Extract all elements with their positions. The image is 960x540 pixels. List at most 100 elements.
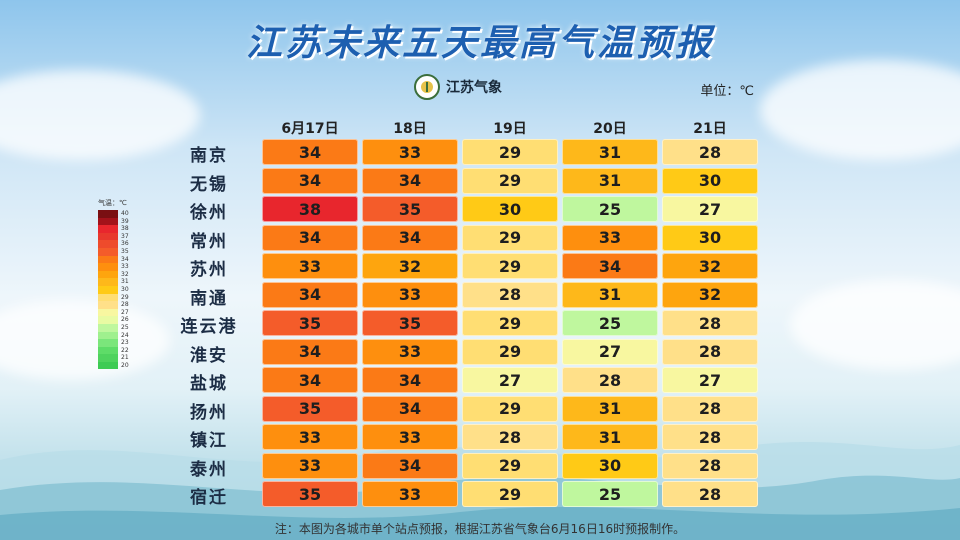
- legend-title: 气温：℃: [98, 199, 127, 207]
- temperature-cell: 34: [362, 224, 458, 251]
- city-label: 苏州: [190, 260, 228, 280]
- temperature-cell: 27: [662, 367, 758, 393]
- temperature-cell: 34: [262, 338, 358, 365]
- legend-label: 32: [121, 270, 129, 278]
- temperature-cell: 29: [462, 139, 558, 165]
- legend-item: 20: [98, 361, 129, 370]
- cloud-decoration: [0, 300, 170, 380]
- legend-item: 35: [98, 247, 129, 256]
- temperature-cell: 29: [462, 395, 558, 422]
- temperature-cell: 29: [462, 338, 558, 365]
- legend-swatch: [98, 210, 118, 218]
- legend-swatch: [98, 331, 118, 340]
- column-header: 20日: [593, 121, 627, 137]
- legend-swatch: [98, 240, 118, 248]
- page-title: 江苏未来五天最高气温预报: [245, 23, 714, 64]
- legend-item: 30: [98, 285, 129, 294]
- temperature-cell: 34: [362, 452, 458, 479]
- temperature-cell: 25: [562, 481, 658, 507]
- meteorology-logo-icon: [414, 74, 440, 100]
- column-header: 21日: [693, 121, 727, 137]
- temperature-cell: 29: [462, 167, 558, 194]
- legend-swatch: [98, 263, 118, 271]
- legend-item: 34: [98, 255, 129, 264]
- legend-item: 31: [98, 278, 129, 286]
- legend-label: 20: [121, 361, 129, 369]
- legend-item: 28: [98, 301, 129, 309]
- legend-item: 25: [98, 323, 129, 332]
- temperature-cell: 27: [562, 338, 658, 365]
- legend-item: 39: [98, 217, 129, 226]
- legend-label: 37: [121, 232, 129, 240]
- legend-label: 26: [121, 316, 129, 324]
- legend-swatch: [98, 232, 118, 241]
- temperature-cell: 32: [362, 253, 458, 279]
- temperature-cell: 28: [462, 281, 558, 308]
- temperature-cell: 28: [562, 367, 658, 393]
- logo-text: 江苏气象: [446, 80, 502, 96]
- temperature-cell: 27: [662, 196, 758, 222]
- temperature-cell: 28: [662, 395, 758, 422]
- legend-label: 35: [121, 247, 129, 255]
- legend-item: 23: [98, 339, 129, 347]
- legend-item: 37: [98, 232, 129, 241]
- temperature-cell: 33: [262, 253, 358, 279]
- legend-item: 24: [98, 331, 129, 340]
- city-label: 扬州: [190, 402, 228, 423]
- legend-swatch: [98, 247, 118, 256]
- legend-item: 22: [98, 346, 129, 355]
- temperature-cell: 33: [362, 481, 458, 507]
- legend-label: 24: [121, 331, 129, 339]
- legend-swatch: [98, 225, 118, 233]
- temperature-cell: 35: [362, 310, 458, 336]
- temperature-cell: 29: [462, 452, 558, 479]
- temperature-cell: 33: [362, 281, 458, 308]
- temperature-cell: 28: [662, 481, 758, 507]
- legend-swatch: [98, 323, 118, 332]
- temperature-cell: 30: [662, 224, 758, 251]
- city-label: 无锡: [190, 174, 228, 195]
- column-header: 6月17日: [281, 121, 339, 137]
- temperature-cell: 38: [262, 196, 358, 222]
- temperature-cell: 34: [262, 224, 358, 251]
- temperature-cell: 34: [262, 167, 358, 194]
- legend-swatch: [98, 339, 118, 347]
- column-header: 19日: [493, 121, 527, 137]
- legend-swatch: [98, 361, 118, 370]
- color-legend: 气温：℃ 40 39 38 37 36 35 34 33 32 31 30 29 28 27 26 25 24 2…: [98, 198, 129, 370]
- legend-label: 25: [121, 323, 129, 331]
- temperature-cell: 31: [562, 281, 658, 308]
- legend-item: 40: [98, 210, 129, 218]
- legend-label: 36: [121, 240, 129, 248]
- legend-swatch: [98, 293, 118, 302]
- city-label: 连云港: [180, 317, 238, 337]
- city-label: 南京: [190, 146, 228, 166]
- temperature-cell: 29: [462, 481, 558, 507]
- legend-label: 29: [121, 293, 129, 301]
- logo: 江苏气象: [414, 74, 502, 100]
- legend-label: 22: [121, 346, 129, 354]
- temperature-cell: 25: [562, 196, 658, 222]
- temperature-cell: 28: [662, 338, 758, 365]
- temperature-cell: 33: [262, 452, 358, 479]
- legend-swatch: [98, 308, 118, 317]
- legend-swatch: [98, 285, 118, 294]
- footnote: 注：本图为各城市单个站点预报，根据江苏省气象台6月16日16时预报制作。: [274, 522, 686, 536]
- temperature-cell: 32: [662, 281, 758, 308]
- city-label: 徐州: [190, 203, 228, 223]
- legend-item: 32: [98, 270, 129, 279]
- legend-scale: 40 39 38 37 36 35 34 33 32 31 30 29 28 27 26 25 24 23 22 21…: [98, 210, 129, 370]
- temperature-cell: 34: [362, 395, 458, 422]
- temperature-cell: 35: [262, 395, 358, 422]
- temperature-cell: 33: [362, 424, 458, 450]
- legend-label: 34: [121, 255, 129, 263]
- legend-item: 21: [98, 354, 129, 362]
- legend-swatch: [98, 354, 118, 362]
- legend-item: 26: [98, 316, 129, 324]
- temperature-cell: 32: [662, 253, 758, 279]
- temperature-cell: 34: [262, 281, 358, 308]
- legend-label: 31: [121, 278, 129, 286]
- temperature-cell: 35: [262, 310, 358, 336]
- temperature-cell: 35: [262, 481, 358, 507]
- temperature-cell: 35: [362, 196, 458, 222]
